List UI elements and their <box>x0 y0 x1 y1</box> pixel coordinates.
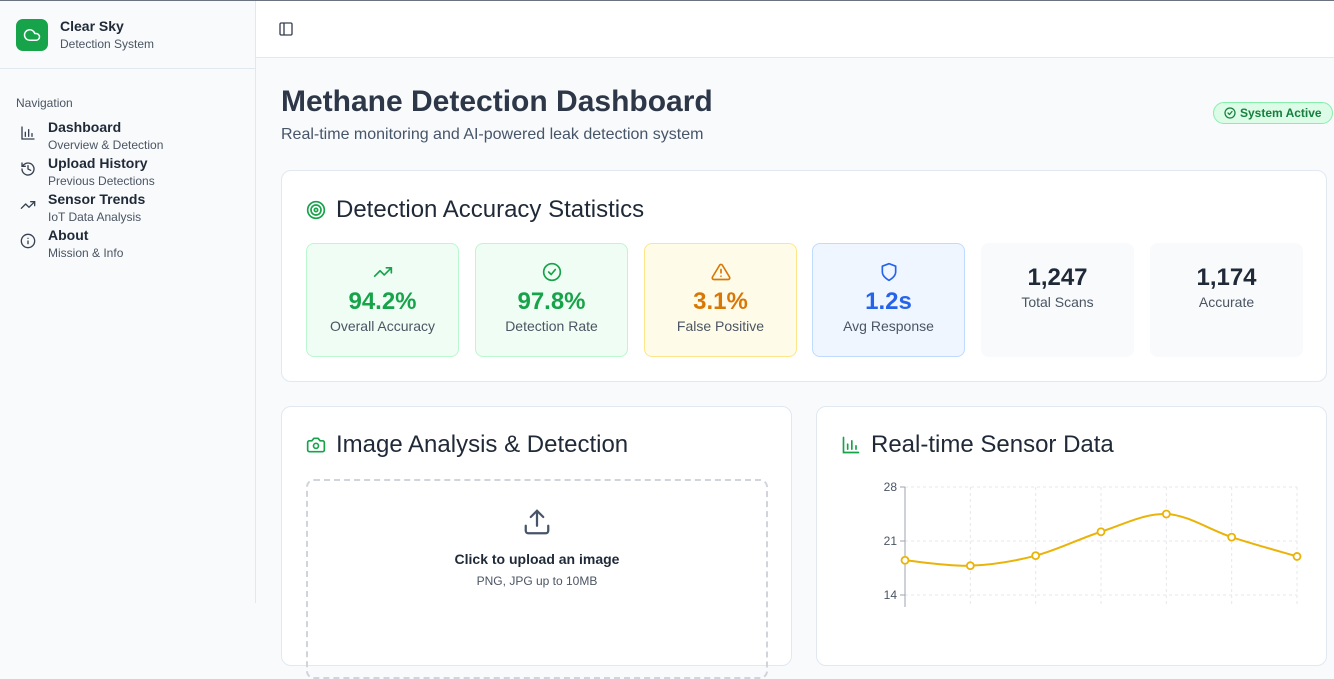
stat-value: 1,174 <box>1196 264 1257 291</box>
stat-detection-rate: 97.8% Detection Rate <box>475 243 628 357</box>
sensor-data-card: Real-time Sensor Data 28 21 14 <box>816 406 1327 666</box>
stat-value: 97.8% <box>517 288 586 315</box>
top-bar <box>256 1 1334 58</box>
sidebar-item-title: Dashboard <box>48 119 122 135</box>
stat-value: 94.2% <box>348 288 417 315</box>
stat-value: 3.1% <box>693 288 748 315</box>
accuracy-stats-card: Detection Accuracy Statistics 94.2% Over… <box>281 170 1327 382</box>
sidebar-item-title: Upload History <box>48 155 148 171</box>
trending-up-icon <box>20 201 36 209</box>
data-point <box>1031 551 1041 561</box>
bar-chart-icon <box>21 126 35 140</box>
data-point <box>1096 527 1106 537</box>
sidebar: Clear Sky Detection System Navigation Da… <box>0 1 256 603</box>
check-circle-icon <box>542 262 561 282</box>
stat-label: Accurate <box>1198 294 1255 310</box>
upload-icon <box>524 509 550 535</box>
sidebar-item-upload-history[interactable]: Upload History Previous Detections <box>0 154 255 190</box>
sidebar-item-sensor-trends[interactable]: Sensor Trends IoT Data Analysis <box>0 190 255 226</box>
status-badge-label: System Active <box>1240 106 1322 120</box>
y-tick-label: 28 <box>884 480 898 494</box>
sensor-line-chart: 28 21 14 <box>884 480 1302 607</box>
brand-subtitle: Detection System <box>60 37 155 51</box>
stat-label: Total Scans <box>1021 294 1094 310</box>
check-circle-icon <box>1224 107 1236 119</box>
stat-label: Avg Response <box>843 318 934 334</box>
history-icon <box>21 162 35 176</box>
stat-avg-response: 1.2s Avg Response <box>812 243 965 357</box>
card-title: Image Analysis & Detection <box>336 431 629 458</box>
data-point <box>900 555 910 565</box>
data-point <box>1227 532 1237 542</box>
stat-total-scans: 1,247 Total Scans <box>981 243 1134 357</box>
status-badge: System Active <box>1213 102 1333 124</box>
trending-up-icon <box>373 267 392 277</box>
card-title: Detection Accuracy Statistics <box>336 196 645 223</box>
stat-label: Detection Rate <box>505 318 598 334</box>
card-title: Real-time Sensor Data <box>871 431 1114 458</box>
y-tick-label: 14 <box>884 588 898 602</box>
page-title: Methane Detection Dashboard <box>281 85 713 118</box>
stat-label: Overall Accuracy <box>329 318 436 334</box>
upload-hint: PNG, JPG up to 10MB <box>476 574 598 588</box>
info-icon <box>20 233 36 249</box>
sidebar-item-desc: IoT Data Analysis <box>48 210 142 224</box>
data-point <box>1161 509 1171 519</box>
data-point <box>965 561 975 571</box>
brand-name: Clear Sky <box>60 18 124 34</box>
image-analysis-card: Image Analysis & Detection Click to uplo… <box>281 406 792 679</box>
sidebar-item-about[interactable]: About Mission & Info <box>0 226 255 262</box>
bar-chart-icon <box>842 436 860 454</box>
target-icon <box>306 200 326 220</box>
page-subtitle: Real-time monitoring and AI-powered leak… <box>281 126 704 143</box>
warning-icon <box>710 263 731 281</box>
shield-icon <box>881 262 896 282</box>
sidebar-item-dashboard[interactable]: Dashboard Overview & Detection <box>0 118 255 154</box>
sidebar-item-title: Sensor Trends <box>48 191 146 207</box>
cloud-icon <box>16 18 48 51</box>
stat-overall-accuracy: 94.2% Overall Accuracy <box>306 243 459 357</box>
image-upload-dropzone[interactable]: Click to upload an image PNG, JPG up to … <box>306 479 768 679</box>
sidebar-item-desc: Mission & Info <box>48 246 124 260</box>
y-tick-label: 21 <box>884 534 898 548</box>
sidebar-toggle-icon[interactable] <box>278 21 294 37</box>
nav-section-label: Navigation <box>16 96 73 110</box>
stat-value: 1,247 <box>1027 264 1088 291</box>
stat-value: 1.2s <box>865 288 912 315</box>
stat-label: False Positive <box>676 318 765 334</box>
upload-prompt: Click to upload an image <box>454 551 620 567</box>
stat-false-positive: 3.1% False Positive <box>644 243 797 357</box>
sidebar-item-title: About <box>48 227 89 243</box>
brand: Clear Sky Detection System <box>0 1 255 69</box>
camera-icon <box>306 437 326 453</box>
data-point <box>1292 552 1302 561</box>
stat-accurate: 1,174 Accurate <box>1150 243 1303 357</box>
sidebar-item-desc: Previous Detections <box>48 174 155 188</box>
series-line <box>904 512 1298 567</box>
sidebar-item-desc: Overview & Detection <box>48 138 164 152</box>
